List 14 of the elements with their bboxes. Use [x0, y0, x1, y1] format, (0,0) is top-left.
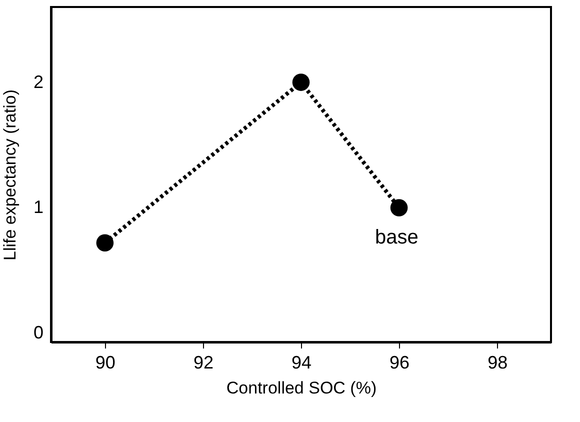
- point: [390, 199, 408, 216]
- x-tick-label: 96: [390, 352, 410, 372]
- y-axis-title: Llife expectancy (ratio): [0, 89, 20, 261]
- x-tick-label: 98: [488, 352, 508, 372]
- x-tick-label: 94: [291, 352, 312, 372]
- annotation: base: [375, 226, 418, 249]
- y-tick-label: 2: [33, 72, 44, 92]
- x-axis-title: Controlled SOC (%): [226, 378, 377, 398]
- point: [292, 74, 310, 91]
- y-tick-label: 0: [33, 322, 44, 343]
- x-tick-label: 92: [193, 352, 214, 372]
- y-tick-label: 1: [33, 197, 44, 218]
- point: [96, 234, 114, 252]
- x-tick-label: 90: [95, 352, 116, 372]
